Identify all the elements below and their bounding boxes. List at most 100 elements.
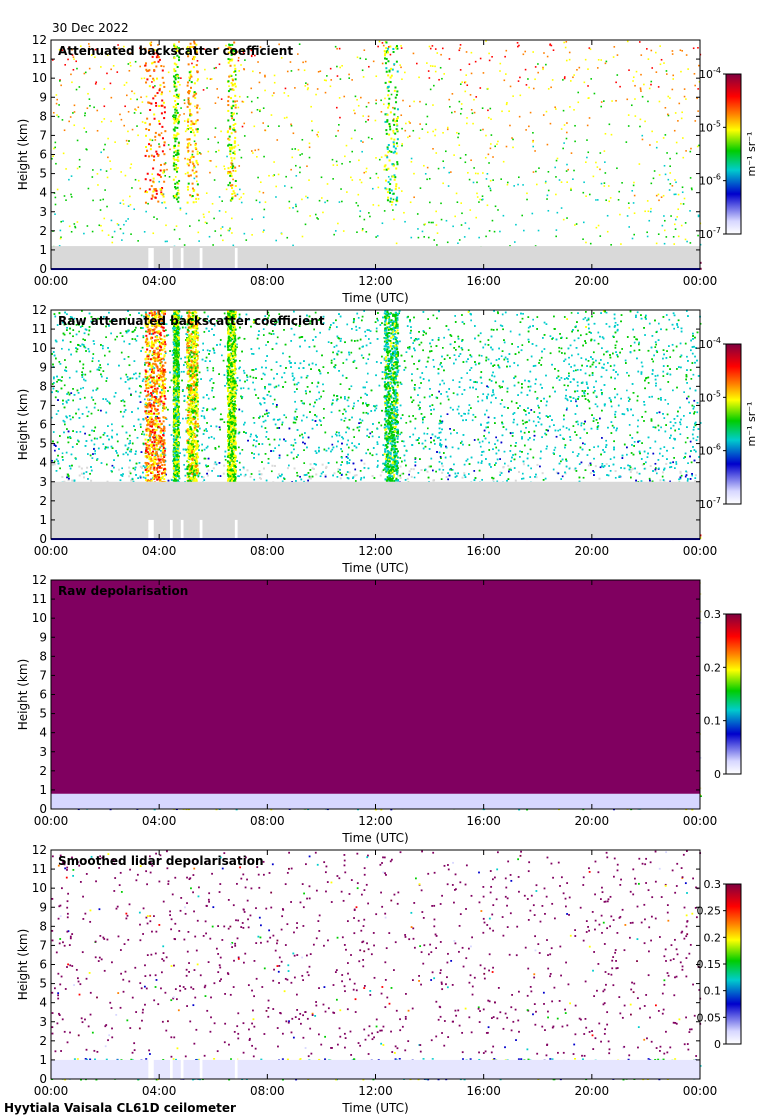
heatmap-cell — [316, 134, 318, 136]
heatmap-cell — [384, 210, 386, 212]
heatmap-cell — [475, 173, 477, 175]
heatmap-cell — [60, 85, 62, 87]
heatmap-cell — [313, 468, 315, 470]
heatmap-cell — [388, 123, 390, 125]
heatmap-cell — [587, 151, 589, 153]
heatmap-cell — [163, 102, 165, 104]
heatmap-cell — [103, 88, 105, 90]
heatmap-cell — [152, 97, 154, 99]
heatmap-cell — [396, 199, 398, 201]
heatmap-cell — [265, 344, 267, 346]
heatmap-cell — [694, 480, 696, 482]
heatmap-cell — [576, 223, 578, 225]
heatmap-cell — [666, 73, 668, 75]
heatmap-cell — [507, 182, 509, 184]
heatmap-cell — [330, 85, 332, 87]
heatmap-cell — [166, 241, 168, 243]
heatmap-cell — [640, 90, 642, 92]
heatmap-cell — [93, 106, 95, 108]
heatmap-cell — [286, 117, 288, 119]
heatmap-cell — [389, 160, 391, 162]
heatmap-cell — [394, 86, 396, 88]
heatmap-cell — [173, 134, 175, 136]
heatmap-cell — [193, 131, 195, 133]
heatmap-cell — [417, 228, 419, 230]
heatmap-cell — [492, 156, 494, 158]
heatmap-cell — [466, 117, 468, 119]
heatmap-cell — [61, 476, 63, 478]
heatmap-cell — [144, 65, 146, 67]
heatmap-cell — [311, 120, 313, 122]
x-tick-label: 16:00 — [466, 274, 501, 288]
heatmap-cell — [613, 46, 615, 48]
heatmap-cell — [239, 96, 241, 98]
heatmap-cell — [463, 472, 465, 474]
heatmap-cell — [289, 207, 291, 209]
heatmap-cell — [207, 475, 209, 477]
heatmap-cell — [180, 77, 182, 79]
heatmap-cell — [401, 143, 403, 145]
heatmap-cell — [491, 134, 493, 136]
heatmap-cell — [206, 192, 208, 194]
heatmap-cell — [153, 178, 155, 180]
heatmap-cell — [158, 181, 160, 183]
heatmap-cell — [583, 181, 585, 183]
heatmap-cell — [56, 99, 58, 101]
heatmap-cell — [378, 187, 380, 189]
heatmap-cell — [680, 71, 682, 73]
heatmap-cell — [477, 196, 479, 198]
heatmap-cell — [423, 236, 425, 238]
heatmap-cell — [156, 190, 158, 192]
heatmap-cell — [74, 105, 76, 107]
heatmap-cell — [515, 224, 517, 226]
heatmap-cell — [158, 146, 160, 148]
heatmap-cell — [95, 81, 97, 83]
heatmap-cell — [153, 79, 155, 81]
heatmap-cell — [187, 106, 189, 108]
heatmap-cell — [217, 142, 219, 144]
heatmap-cell — [230, 166, 232, 168]
heatmap-cell — [285, 417, 287, 419]
heatmap-cell — [413, 101, 415, 103]
heatmap-cell — [110, 69, 112, 71]
heatmap-cell — [178, 145, 180, 147]
plot-area — [51, 40, 700, 269]
heatmap-cell — [155, 139, 157, 141]
heatmap-cell — [462, 477, 464, 479]
heatmap-cell — [382, 63, 384, 65]
heatmap-cell — [375, 236, 377, 238]
heatmap-cell — [151, 155, 153, 157]
heatmap-cell — [163, 82, 165, 84]
heatmap-cell — [193, 94, 195, 96]
heatmap-cell — [482, 172, 484, 174]
heatmap-cell — [686, 241, 688, 243]
heatmap-cell — [517, 184, 519, 186]
heatmap-cell — [386, 156, 388, 158]
heatmap-cell — [214, 136, 216, 138]
heatmap-cell — [145, 128, 147, 130]
heatmap-cell — [130, 163, 132, 165]
heatmap-cell — [448, 185, 450, 187]
heatmap-cell — [223, 165, 225, 167]
heatmap-cell — [83, 476, 85, 478]
heatmap-cell — [416, 63, 418, 65]
heatmap-cell — [136, 125, 138, 127]
heatmap-cell — [145, 155, 147, 157]
heatmap-cell — [178, 193, 180, 195]
heatmap-cell — [382, 222, 384, 224]
data-gap — [170, 248, 173, 269]
heatmap-cell — [174, 100, 176, 102]
heatmap-cell — [501, 110, 503, 112]
heatmap-cell — [364, 219, 366, 221]
heatmap-cell — [173, 179, 175, 181]
heatmap-cell — [480, 58, 482, 60]
heatmap-cell — [175, 86, 177, 88]
x-tick-label: 00:00 — [683, 274, 718, 288]
heatmap-cell — [284, 92, 286, 94]
heatmap-cell — [458, 144, 460, 146]
heatmap-cell — [100, 225, 102, 227]
heatmap-cell — [140, 112, 142, 114]
heatmap-cell — [395, 185, 397, 187]
heatmap-cell — [465, 161, 467, 163]
heatmap-cell — [393, 193, 395, 195]
